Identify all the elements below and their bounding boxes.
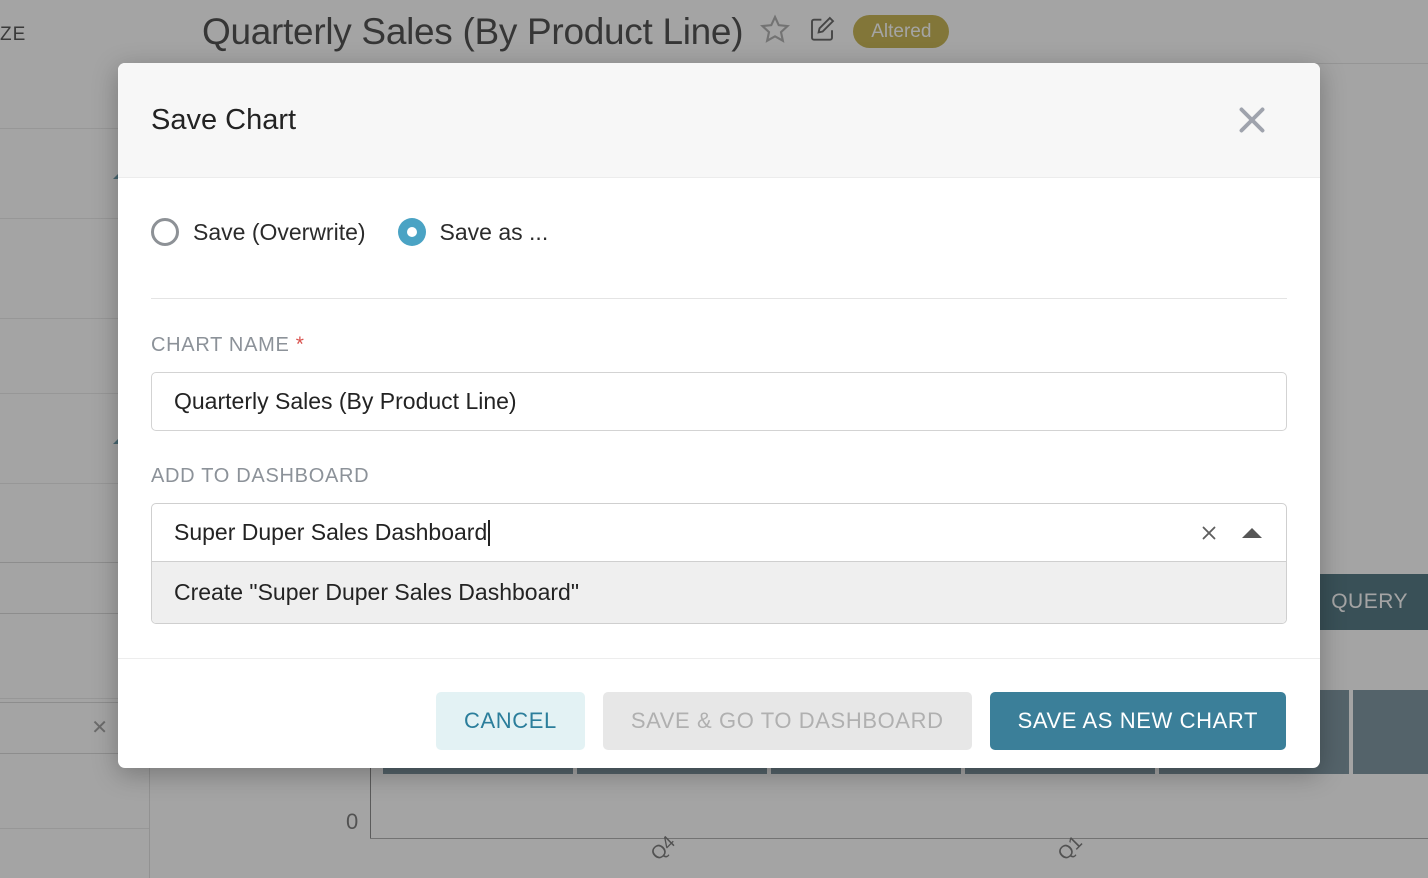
chevron-up-icon[interactable] <box>1242 527 1262 538</box>
radio-indicator-unchecked[interactable] <box>151 218 179 246</box>
cancel-button[interactable]: CANCEL <box>435 691 585 750</box>
modal-title: Save Chart <box>151 103 297 136</box>
close-icon[interactable] <box>1228 96 1276 144</box>
modal-body: Save (Overwrite) Save as ... CHART NAME … <box>118 178 1320 658</box>
chart-name-field-group: CHART NAME * <box>151 333 1287 431</box>
modal-header: Save Chart <box>118 63 1320 178</box>
radio-save-overwrite-label: Save (Overwrite) <box>193 218 366 245</box>
required-marker: * <box>295 333 305 356</box>
chart-name-input[interactable] <box>151 372 1287 431</box>
radio-save-as-label: Save as ... <box>439 218 549 245</box>
add-to-dashboard-label: ADD TO DASHBOARD <box>151 465 370 487</box>
dashboard-select-value: Super Duper Sales Dashboard <box>174 519 488 545</box>
chart-name-label-text: CHART NAME <box>151 334 290 356</box>
dashboard-field-group: ADD TO DASHBOARD Super Duper Sales Dashb… <box>151 465 1287 624</box>
modal-footer: CANCEL SAVE & GO TO DASHBOARD SAVE AS NE… <box>118 658 1320 782</box>
chart-name-label: CHART NAME * <box>151 333 1287 357</box>
dashboard-select-control[interactable]: Super Duper Sales Dashboard <box>151 503 1287 562</box>
radio-save-as[interactable]: Save as ... <box>397 218 549 246</box>
dashboard-option-create[interactable]: Create "Super Duper Sales Dashboard" <box>152 562 1286 623</box>
save-chart-modal: Save Chart Save (Overwrite) Save as ... … <box>118 63 1320 768</box>
dashboard-select-value-wrap[interactable]: Super Duper Sales Dashboard <box>174 519 1188 546</box>
text-caret <box>488 520 490 546</box>
save-and-go-to-dashboard-button: SAVE & GO TO DASHBOARD <box>602 691 972 750</box>
dashboard-combobox: Super Duper Sales Dashboard Create "Supe… <box>151 503 1287 624</box>
dashboard-options-menu: Create "Super Duper Sales Dashboard" <box>151 562 1287 624</box>
save-mode-radio-group: Save (Overwrite) Save as ... <box>151 218 1287 246</box>
save-as-new-chart-button[interactable]: SAVE AS NEW CHART <box>989 691 1286 750</box>
section-divider <box>151 298 1287 299</box>
radio-indicator-checked[interactable] <box>397 218 426 246</box>
radio-save-overwrite[interactable]: Save (Overwrite) <box>151 218 366 246</box>
clear-x-icon[interactable] <box>1188 516 1230 550</box>
